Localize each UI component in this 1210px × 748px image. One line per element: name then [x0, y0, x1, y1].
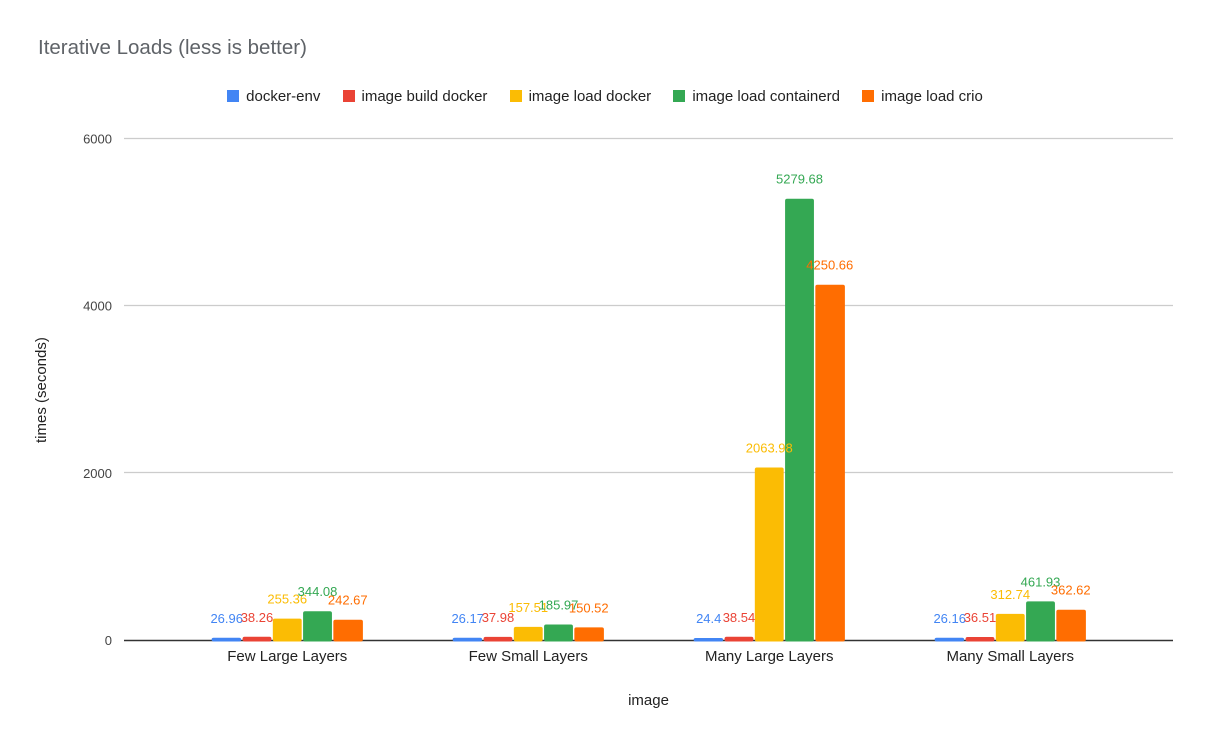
- svg-text:4250.66: 4250.66: [806, 258, 853, 273]
- svg-text:2000: 2000: [83, 466, 112, 481]
- svg-text:4000: 4000: [83, 299, 112, 314]
- svg-text:Few Large Layers: Few Large Layers: [227, 648, 347, 665]
- svg-text:36.51: 36.51: [964, 610, 997, 625]
- svg-text:26.96: 26.96: [210, 611, 243, 626]
- svg-text:24.4: 24.4: [696, 611, 721, 626]
- svg-text:5279.68: 5279.68: [776, 172, 823, 187]
- svg-text:2063.98: 2063.98: [746, 440, 793, 455]
- svg-text:Many Large Layers: Many Large Layers: [705, 648, 833, 665]
- svg-text:38.54: 38.54: [723, 610, 756, 625]
- svg-text:362.62: 362.62: [1051, 583, 1091, 598]
- svg-text:242.67: 242.67: [328, 593, 368, 608]
- svg-text:26.17: 26.17: [451, 611, 484, 626]
- svg-text:6000: 6000: [83, 132, 112, 147]
- svg-text:Many Small Layers: Many Small Layers: [946, 648, 1074, 665]
- svg-text:150.52: 150.52: [569, 600, 609, 615]
- svg-text:38.26: 38.26: [241, 610, 274, 625]
- svg-text:Few Small Layers: Few Small Layers: [469, 648, 588, 665]
- svg-text:26.16: 26.16: [933, 611, 966, 626]
- svg-text:0: 0: [105, 633, 112, 648]
